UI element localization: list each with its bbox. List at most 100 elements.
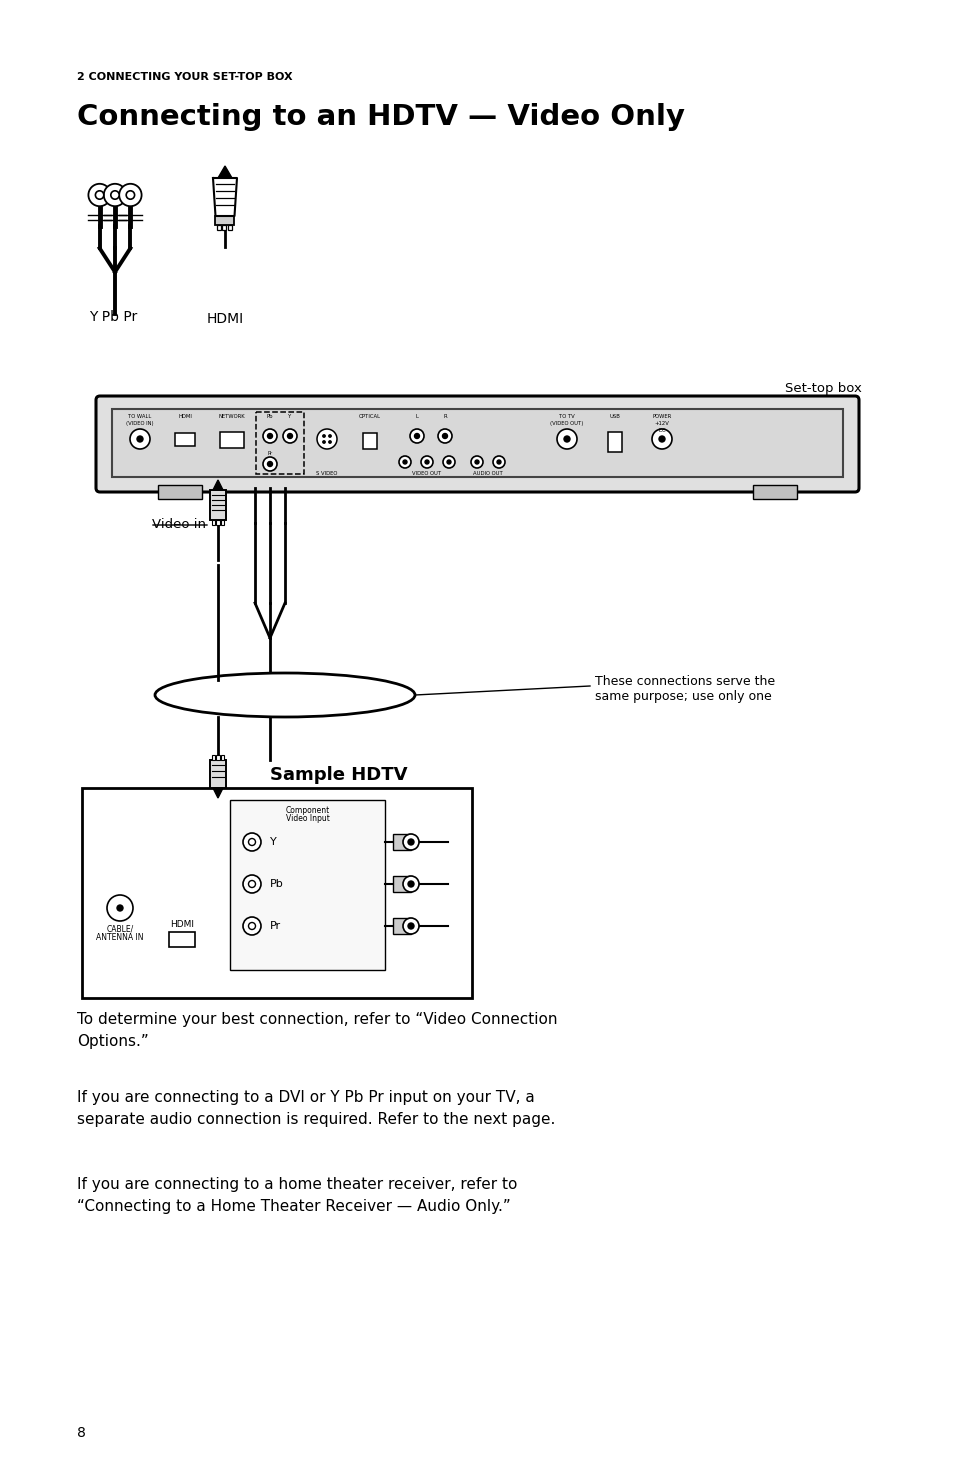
Circle shape [130,429,150,448]
Text: POWER: POWER [652,414,671,419]
Circle shape [402,833,418,850]
Text: Pb: Pb [270,879,283,889]
Circle shape [398,456,411,468]
Circle shape [563,437,569,442]
Circle shape [263,429,276,442]
FancyBboxPatch shape [96,395,858,493]
Text: Sample HDTV: Sample HDTV [270,766,407,785]
Text: (VIDEO OUT): (VIDEO OUT) [550,420,583,426]
Bar [112,409,842,476]
Bar [216,226,221,230]
Text: TO WALL: TO WALL [129,414,152,419]
Circle shape [408,839,414,845]
Text: (VIDEO IN): (VIDEO IN) [126,420,153,426]
Text: Component: Component [285,805,330,816]
Circle shape [402,460,407,465]
Circle shape [493,456,504,468]
Bar [607,432,621,451]
Text: NETWORK: NETWORK [218,414,245,419]
Circle shape [408,881,414,886]
Circle shape [442,456,455,468]
Circle shape [322,435,325,437]
Circle shape [117,906,123,912]
Bar [212,755,215,760]
Polygon shape [213,479,223,490]
Bar [158,485,202,499]
Circle shape [447,460,451,465]
Text: If you are connecting to a DVI or Y Pb Pr input on your TV, a
separate audio con: If you are connecting to a DVI or Y Pb P… [77,1090,555,1127]
Circle shape [471,456,482,468]
Circle shape [119,184,141,207]
Text: AUDIO OUT: AUDIO OUT [473,471,502,476]
Text: HDMI: HDMI [206,313,243,326]
Bar [210,490,226,521]
Circle shape [414,434,419,438]
Circle shape [424,460,429,465]
Text: L: L [416,414,418,419]
Text: TO TV: TO TV [558,414,575,419]
Bar [228,226,232,230]
Bar [174,434,194,445]
Text: DC: DC [658,428,665,434]
Circle shape [420,456,433,468]
Circle shape [402,876,418,892]
Text: 2 CONNECTING YOUR SET-TOP BOX: 2 CONNECTING YOUR SET-TOP BOX [77,72,293,83]
Circle shape [497,460,500,465]
Bar [230,799,385,971]
Polygon shape [213,178,236,215]
Ellipse shape [154,673,415,717]
Circle shape [329,441,331,442]
Bar [216,521,220,525]
Text: HDMI: HDMI [178,414,192,419]
Text: Y: Y [270,836,276,847]
Bar [210,760,226,788]
FancyBboxPatch shape [220,432,244,448]
Circle shape [402,917,418,934]
Circle shape [137,437,143,442]
Circle shape [322,441,325,442]
Circle shape [126,190,134,199]
Text: Set-top box: Set-top box [784,382,862,395]
Text: Pr: Pr [267,451,273,456]
Bar [216,755,220,760]
Circle shape [267,462,273,466]
Circle shape [557,429,577,448]
Text: R: R [443,414,446,419]
Text: Y: Y [288,414,292,419]
Bar [255,412,304,473]
Circle shape [107,895,132,920]
Text: If you are connecting to a home theater receiver, refer to
“Connecting to a Home: If you are connecting to a home theater … [77,1177,517,1214]
Text: VIDEO OUT: VIDEO OUT [412,471,441,476]
Text: Y Pb Pr: Y Pb Pr [89,310,137,324]
Text: S VIDEO: S VIDEO [316,471,337,476]
Bar [212,521,215,525]
Bar [393,917,411,934]
Circle shape [437,429,452,442]
Text: 8: 8 [77,1426,86,1440]
Circle shape [283,429,296,442]
Text: Pr: Pr [270,920,281,931]
Bar [222,226,226,230]
Text: +12V: +12V [654,420,669,426]
Circle shape [243,917,261,935]
Bar [752,485,796,499]
Circle shape [263,457,276,471]
Polygon shape [213,788,223,798]
Text: ANTENNA IN: ANTENNA IN [96,934,144,943]
Text: To determine your best connection, refer to “Video Connection
Options.”: To determine your best connection, refer… [77,1012,557,1049]
Circle shape [243,833,261,851]
Circle shape [442,434,447,438]
Bar [393,833,411,850]
Text: Video in: Video in [152,519,206,531]
Text: These connections serve the
same purpose; use only one: These connections serve the same purpose… [595,676,774,704]
Text: Video Input: Video Input [285,814,329,823]
Circle shape [267,434,273,438]
Bar [221,521,224,525]
Circle shape [329,435,331,437]
Circle shape [104,184,126,207]
Circle shape [410,429,423,442]
Circle shape [95,190,104,199]
Bar [221,755,224,760]
Bar [215,215,234,226]
Text: Connecting to an HDTV — Video Only: Connecting to an HDTV — Video Only [77,103,684,131]
